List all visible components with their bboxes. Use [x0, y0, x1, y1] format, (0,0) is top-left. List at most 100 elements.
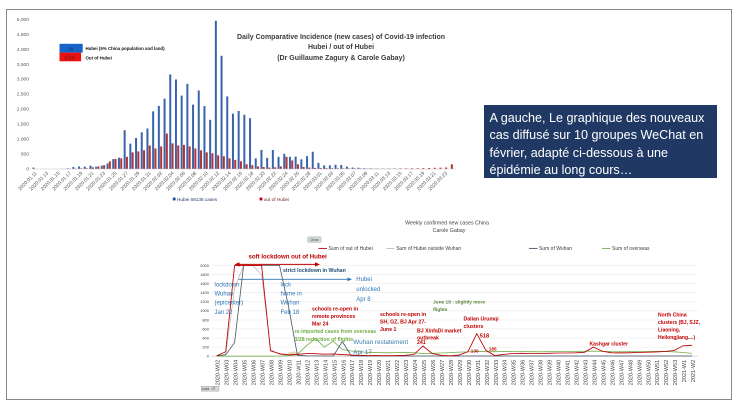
svg-text:Dalian Urumqi: Dalian Urumqi [464, 317, 500, 323]
svg-text:2020-W18: 2020-W18 [359, 360, 365, 385]
svg-text:1800: 1800 [200, 272, 210, 277]
svg-text:2020-W14: 2020-W14 [323, 360, 329, 385]
svg-text:lock: lock [281, 283, 293, 289]
svg-text:Heilongjiang....): Heilongjiang....) [658, 335, 696, 341]
svg-text:2020-W48: 2020-W48 [628, 360, 634, 385]
svg-text:2020-W11: 2020-W11 [296, 360, 302, 385]
svg-text:Sum of Wuhan: Sum of Wuhan [539, 246, 572, 252]
svg-text:1000: 1000 [200, 308, 210, 313]
svg-text:2020-W31: 2020-W31 [476, 360, 482, 385]
svg-text:Hubei (5% China population and: Hubei (5% China population and land) [86, 46, 166, 51]
svg-text:June 18 : slightly more: June 18 : slightly more [433, 300, 485, 306]
svg-text:2020-W23: 2020-W23 [404, 360, 410, 385]
svg-text:unlocked: unlocked [356, 287, 380, 293]
svg-text:2020-W20: 2020-W20 [377, 360, 383, 385]
svg-text:5,000: 5,000 [17, 17, 30, 23]
svg-text:600: 600 [202, 326, 209, 331]
svg-text:3,500: 3,500 [17, 62, 30, 68]
svg-text:241: 241 [417, 340, 426, 346]
svg-text:2020-W13: 2020-W13 [314, 360, 320, 385]
svg-text:800: 800 [202, 317, 209, 322]
svg-text:Wuhan restatement: Wuhan restatement [353, 339, 408, 346]
svg-text:2020-W10: 2020-W10 [287, 360, 293, 385]
svg-text:outbreak: outbreak [417, 335, 439, 341]
svg-text:0: 0 [207, 354, 210, 359]
svg-text:4,500: 4,500 [17, 32, 30, 38]
svg-text:2,000: 2,000 [17, 107, 30, 113]
svg-text:2020-W19: 2020-W19 [368, 360, 374, 385]
svg-text:(epicenter): (epicenter) [215, 301, 244, 307]
svg-text:2020-W37: 2020-W37 [530, 360, 536, 385]
svg-text:Jan 22: Jan 22 [215, 310, 234, 316]
svg-text:185: 185 [489, 346, 497, 351]
svg-text:2020-W12: 2020-W12 [305, 360, 311, 385]
svg-text:2020-W45: 2020-W45 [601, 360, 607, 385]
svg-text:2020-W22: 2020-W22 [395, 360, 401, 385]
svg-text:2020-W03: 2020-W03 [225, 360, 231, 385]
svg-text:strict lockdown in Wuhan: strict lockdown in Wuhan [283, 268, 346, 274]
svg-text:2020-W04: 2020-W04 [234, 360, 240, 385]
svg-text:2020-W36: 2020-W36 [521, 360, 527, 385]
svg-text:2020-W53: 2020-W53 [673, 360, 679, 385]
svg-text:cont. √Ŧ: cont. √Ŧ [202, 387, 216, 391]
svg-text:schools re-open in: schools re-open in [380, 312, 426, 318]
svg-text:2020-W38: 2020-W38 [539, 360, 545, 385]
svg-text:Carole Gabay: Carole Gabay [433, 228, 466, 234]
svg-text:Apr 17: Apr 17 [353, 349, 372, 356]
svg-text:400: 400 [202, 335, 209, 340]
svg-text:2000: 2000 [200, 263, 210, 268]
svg-text:1400: 1400 [200, 290, 210, 295]
svg-text:2020-W47: 2020-W47 [619, 360, 625, 385]
svg-text:2020-W05: 2020-W05 [243, 360, 249, 385]
svg-text:June 1: June 1 [380, 327, 397, 333]
svg-text:2020-W25: 2020-W25 [422, 360, 428, 385]
svg-text:Kashgar cluster: Kashgar cluster [590, 341, 629, 347]
svg-text:518: 518 [480, 334, 489, 340]
svg-text:2020-W09: 2020-W09 [278, 360, 284, 385]
svg-text:2020-W30: 2020-W30 [467, 360, 473, 385]
svg-text:2020-W27: 2020-W27 [440, 360, 446, 385]
svg-text:Feb 18: Feb 18 [281, 310, 300, 316]
svg-text:lockdown: lockdown [215, 283, 240, 289]
svg-text:1200: 1200 [200, 299, 210, 304]
svg-text:2,500: 2,500 [17, 92, 30, 98]
svg-text:flights: flights [433, 307, 448, 313]
svg-text:China: China [310, 238, 319, 242]
svg-text:2020-W28: 2020-W28 [449, 360, 455, 385]
svg-text:Hubei: Hubei [356, 277, 372, 283]
svg-text:2020-W06: 2020-W06 [252, 360, 258, 385]
svg-text:schools re-open in: schools re-open in [312, 307, 358, 313]
svg-text:2020-W32: 2020-W32 [485, 360, 491, 385]
svg-text:Mar 24: Mar 24 [312, 322, 329, 328]
svg-text:2020-W46: 2020-W46 [610, 360, 616, 385]
svg-text:1,500: 1,500 [17, 122, 30, 128]
svg-text:2020-W24: 2020-W24 [413, 360, 419, 385]
svg-text:Hubei 68135 cases: Hubei 68135 cases [177, 197, 218, 202]
svg-text:2020-W17: 2020-W17 [350, 360, 356, 385]
svg-text:2020-W44: 2020-W44 [592, 360, 598, 385]
svg-text:200: 200 [202, 345, 209, 350]
svg-text:2020-W39: 2020-W39 [548, 360, 554, 385]
svg-text:3,000: 3,000 [17, 77, 30, 83]
svg-text:Wuhan: Wuhan [281, 301, 300, 307]
svg-text:2020-W43: 2020-W43 [583, 360, 589, 385]
svg-text:2020-W08: 2020-W08 [270, 360, 276, 385]
svg-text:2020-W35: 2020-W35 [512, 360, 518, 385]
svg-text:3/28 reduction of flights: 3/28 reduction of flights [295, 337, 354, 343]
svg-text:clusters (BJ, SJZ,: clusters (BJ, SJZ, [658, 320, 701, 326]
svg-text:2020-W33: 2020-W33 [494, 360, 500, 385]
svg-text:2020-W51: 2020-W51 [655, 360, 661, 385]
svg-text:Apr 8: Apr 8 [356, 297, 371, 303]
svg-text:500: 500 [21, 152, 29, 158]
svg-text:2021-W1: 2021-W1 [682, 360, 688, 382]
svg-text:Sum of out of Hubei: Sum of out of Hubei [329, 246, 373, 252]
svg-text:2020-W40: 2020-W40 [557, 360, 563, 385]
svg-text:Wuhan: Wuhan [215, 292, 234, 298]
svg-text:North China: North China [658, 313, 687, 319]
svg-text:(O)H: (O)H [65, 56, 76, 62]
svg-text:remote provinces: remote provinces [312, 314, 355, 320]
svg-text:H: H [69, 47, 73, 53]
svg-text:4,000: 4,000 [17, 47, 30, 53]
svg-text:Sum of Hubei outside Wuhan: Sum of Hubei outside Wuhan [396, 246, 461, 252]
svg-text:2020-W07: 2020-W07 [261, 360, 267, 385]
